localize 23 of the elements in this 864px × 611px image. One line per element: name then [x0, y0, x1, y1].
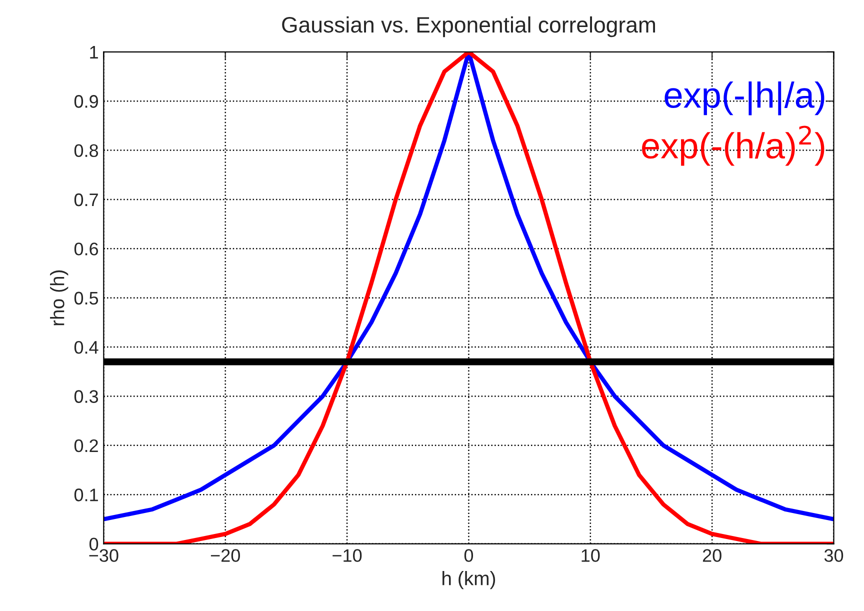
text: exp(-(h/a)$^{2}$): [642, 126, 824, 166]
x-tick-label: 20: [702, 549, 722, 562]
y-tick-label: 0.7: [74, 193, 98, 206]
y-axis-title: rho (h): [50, 270, 68, 326]
x-tick-label: 0: [464, 549, 474, 562]
x-tick-label: −30: [89, 549, 118, 562]
x-tick-label: −20: [210, 549, 240, 562]
x-tick-label: −10: [332, 549, 362, 562]
y-tick-label: 0.2: [74, 439, 98, 452]
chart-title: Gaussian vs. Exponential correlogram: [282, 16, 656, 38]
y-tick-label: 0.8: [74, 144, 98, 158]
x-axis-title: h (km): [442, 571, 496, 590]
y-tick-label: 0.6: [74, 242, 98, 256]
x-tick-label: 30: [824, 549, 844, 562]
y-tick-label: 0.4: [74, 340, 98, 354]
y-tick-label: 0.9: [74, 95, 98, 108]
x-tick-label: 10: [582, 549, 600, 562]
y-tick-label: 0: [89, 538, 98, 551]
y-tick-label: 0.1: [74, 488, 98, 502]
text: exp(-|h|/a): [664, 81, 824, 116]
y-tick-label: 0.5: [74, 292, 98, 305]
y-tick-label: 1: [90, 46, 98, 58]
y-tick-label: 0.3: [74, 390, 98, 403]
